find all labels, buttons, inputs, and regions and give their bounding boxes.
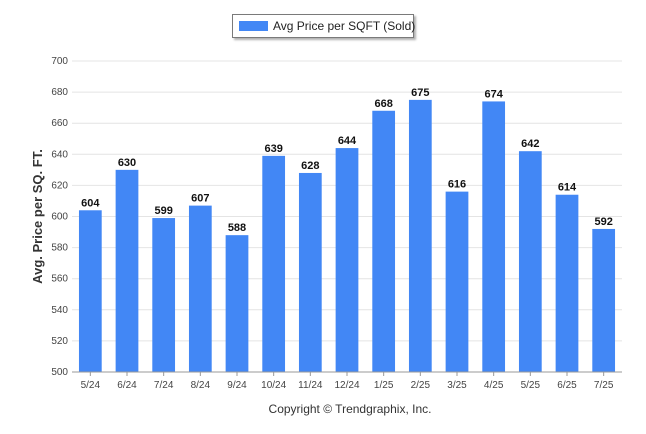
bar bbox=[445, 191, 469, 372]
y-axis-label: Avg. Price per SQ. FT. bbox=[30, 149, 45, 284]
x-tick-label: 7/24 bbox=[154, 380, 174, 391]
bar bbox=[225, 235, 249, 372]
legend-label: Avg Price per SQFT (Sold) bbox=[273, 19, 416, 33]
legend-swatch bbox=[239, 21, 268, 31]
bar bbox=[482, 101, 506, 373]
data-label: 607 bbox=[191, 193, 209, 205]
data-label: 588 bbox=[228, 222, 246, 234]
x-tick-label: 3/25 bbox=[447, 380, 467, 391]
data-label: 604 bbox=[81, 197, 100, 209]
copyright-text: Copyright © Trendgraphix, Inc. bbox=[268, 402, 432, 416]
x-tick-label: 12/24 bbox=[334, 380, 359, 391]
y-tick-label: 540 bbox=[51, 305, 68, 316]
bar bbox=[335, 148, 359, 372]
y-tick-label: 520 bbox=[51, 336, 68, 347]
data-label: 592 bbox=[594, 216, 612, 228]
bar bbox=[188, 205, 212, 372]
x-tick-label: 2/25 bbox=[411, 380, 431, 391]
x-tick-label: 8/24 bbox=[191, 380, 211, 391]
x-tick-label: 11/24 bbox=[298, 380, 323, 391]
y-tick-label: 620 bbox=[51, 180, 68, 191]
y-tick-label: 640 bbox=[51, 149, 68, 160]
data-label: 642 bbox=[521, 138, 539, 150]
bar bbox=[298, 172, 322, 372]
bar bbox=[518, 151, 542, 372]
legend[interactable]: Avg Price per SQFT (Sold) bbox=[232, 14, 416, 38]
x-tick-label: 7/25 bbox=[594, 380, 614, 391]
bar bbox=[408, 99, 432, 372]
y-tick-label: 700 bbox=[51, 56, 68, 67]
data-label: 668 bbox=[374, 98, 392, 110]
bar bbox=[372, 110, 396, 372]
data-label: 630 bbox=[118, 157, 136, 169]
x-tick-label: 10/24 bbox=[261, 380, 286, 391]
x-tick-label: 9/24 bbox=[227, 380, 247, 391]
data-label: 614 bbox=[558, 182, 577, 194]
data-label: 674 bbox=[484, 88, 503, 100]
bar bbox=[555, 194, 579, 372]
bar bbox=[152, 218, 176, 372]
bar bbox=[262, 155, 286, 372]
x-tick-label: 6/24 bbox=[117, 380, 137, 391]
x-tick-label: 4/25 bbox=[484, 380, 504, 391]
y-tick-label: 500 bbox=[51, 367, 68, 378]
data-label: 639 bbox=[264, 143, 282, 155]
y-tick-label: 660 bbox=[51, 118, 68, 129]
y-tick-label: 680 bbox=[51, 87, 68, 98]
x-tick-label: 1/25 bbox=[374, 380, 394, 391]
bar bbox=[115, 169, 139, 372]
x-tick-label: 5/25 bbox=[521, 380, 541, 391]
x-tick-label: 6/25 bbox=[557, 380, 577, 391]
bar bbox=[78, 210, 102, 372]
data-label: 616 bbox=[448, 179, 466, 191]
data-label: 628 bbox=[301, 160, 319, 172]
y-tick-label: 580 bbox=[51, 243, 68, 254]
x-tick-label: 5/24 bbox=[81, 380, 101, 391]
bar bbox=[592, 228, 616, 372]
data-label: 599 bbox=[154, 205, 172, 217]
data-label: 675 bbox=[411, 87, 429, 99]
data-label: 644 bbox=[338, 135, 357, 147]
y-tick-label: 560 bbox=[51, 274, 68, 285]
y-tick-label: 600 bbox=[51, 212, 68, 223]
